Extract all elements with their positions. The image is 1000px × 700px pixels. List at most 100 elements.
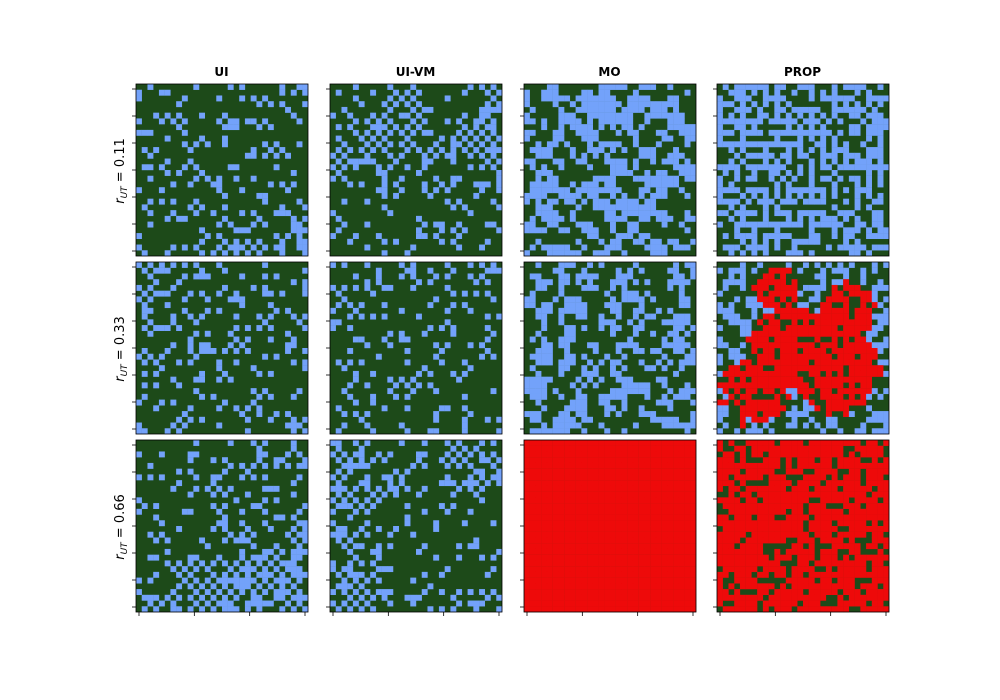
- heatmap-cell: [768, 560, 775, 567]
- heatmap-cell: [655, 531, 662, 538]
- heatmap-cell: [854, 497, 861, 504]
- heatmap-cell: [153, 594, 160, 601]
- heatmap-cell: [535, 411, 542, 417]
- heatmap-cell: [564, 508, 571, 515]
- heatmap-cell: [860, 141, 867, 148]
- heatmap-cell: [227, 531, 234, 538]
- heatmap-cell: [831, 319, 838, 326]
- heatmap-cell: [615, 606, 622, 613]
- heatmap-cell: [627, 106, 634, 113]
- heatmap-cell: [797, 411, 804, 417]
- heatmap-cell: [529, 181, 536, 188]
- heatmap-cell: [627, 319, 634, 326]
- heatmap-cell: [141, 267, 148, 274]
- heatmap-cell: [164, 348, 171, 354]
- heatmap-cell: [216, 175, 223, 182]
- heatmap-cell: [575, 594, 582, 601]
- heatmap-cell: [825, 296, 832, 303]
- heatmap-cell: [644, 187, 651, 194]
- heatmap-cell: [722, 129, 729, 136]
- heatmap-cell: [797, 583, 804, 590]
- heatmap-cell: [684, 543, 691, 550]
- heatmap-cell: [751, 451, 758, 458]
- heatmap-cell: [285, 307, 291, 314]
- heatmap-cell: [541, 451, 548, 458]
- heatmap-cell: [655, 577, 662, 584]
- heatmap-cell: [717, 267, 723, 274]
- heatmap-cell: [650, 554, 657, 561]
- heatmap-cell: [627, 227, 634, 234]
- heatmap-cell: [158, 531, 165, 538]
- heatmap-cell: [158, 262, 165, 268]
- heatmap-cell: [621, 474, 628, 481]
- heatmap-cell: [233, 497, 240, 504]
- heatmap-cell: [267, 101, 274, 108]
- heatmap-cell: [774, 95, 781, 102]
- heatmap-cell: [667, 548, 674, 555]
- heatmap-cell: [541, 480, 548, 487]
- heatmap-cell: [552, 198, 559, 205]
- heatmap-cell: [296, 462, 303, 469]
- heatmap-cell: [871, 296, 878, 303]
- heatmap-cell: [785, 147, 792, 153]
- heatmap-cell: [734, 514, 741, 521]
- heatmap-cell: [717, 520, 723, 527]
- heatmap-cell: [335, 135, 342, 142]
- heatmap-cell: [751, 537, 758, 544]
- heatmap-cell: [564, 411, 571, 417]
- heatmap-cell: [204, 273, 211, 280]
- heatmap-cell: [751, 577, 758, 584]
- heatmap-cell: [785, 440, 792, 446]
- heatmap-cell: [467, 485, 474, 492]
- heatmap-cell: [717, 101, 723, 108]
- heatmap-cell: [552, 215, 559, 222]
- heatmap-cell: [461, 393, 468, 400]
- heatmap-cell: [490, 462, 497, 469]
- heatmap-cell: [450, 594, 457, 601]
- heatmap-cell: [467, 307, 474, 314]
- heatmap-cell: [552, 497, 559, 504]
- heatmap-cell: [757, 560, 764, 567]
- heatmap-cell: [222, 560, 228, 567]
- heatmap-cell: [330, 262, 336, 268]
- heatmap-cell: [210, 594, 217, 601]
- heatmap-cell: [717, 106, 723, 113]
- heatmap-cell: [592, 135, 599, 142]
- heatmap-cell: [290, 181, 297, 188]
- heatmap-cell: [848, 227, 855, 234]
- heatmap-cell: [757, 279, 764, 286]
- heatmap-cell: [621, 491, 628, 498]
- heatmap-cell: [524, 485, 530, 492]
- heatmap-cell: [739, 262, 746, 268]
- heatmap-cell: [803, 548, 809, 555]
- heatmap-cell: [791, 359, 798, 366]
- heatmap-cell: [644, 313, 651, 320]
- heatmap-cell: [717, 571, 723, 578]
- heatmap-cell: [768, 313, 775, 320]
- heatmap-cell: [535, 583, 542, 590]
- heatmap-cell: [655, 537, 662, 544]
- heatmap-cell: [529, 589, 536, 595]
- heatmap-cell: [587, 124, 593, 131]
- heatmap-cell: [267, 485, 274, 492]
- heatmap-cell: [204, 485, 211, 492]
- heatmap-cell: [358, 313, 365, 320]
- heatmap-cell: [808, 238, 815, 245]
- heatmap-cell: [227, 84, 234, 90]
- heatmap-cell: [690, 468, 697, 475]
- heatmap-cell: [216, 554, 223, 561]
- heatmap-cell: [216, 233, 223, 239]
- heatmap-cell: [820, 112, 827, 119]
- heatmap-cell: [535, 457, 542, 464]
- heatmap-cell: [153, 554, 160, 561]
- heatmap-cell: [490, 388, 497, 395]
- heatmap-cell: [490, 152, 497, 159]
- heatmap-cell: [450, 370, 457, 377]
- heatmap-cell: [785, 284, 792, 291]
- heatmap-cell: [774, 210, 781, 217]
- heatmap-cell: [187, 468, 194, 475]
- heatmap-cell: [421, 451, 428, 458]
- heatmap-cell: [285, 348, 291, 354]
- heatmap-cell: [808, 95, 815, 102]
- heatmap-cell: [592, 520, 599, 527]
